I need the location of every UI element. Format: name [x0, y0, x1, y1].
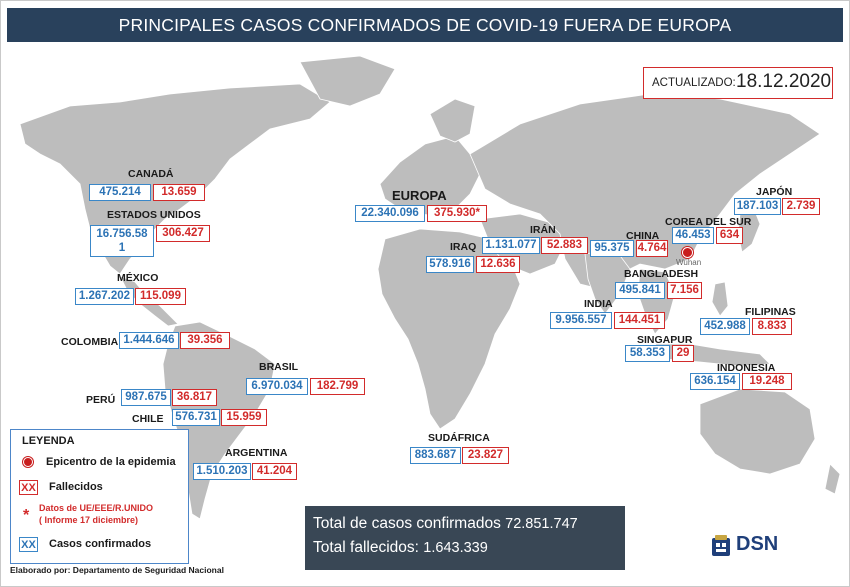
legend-note-line1: Datos de UE/EEE/R.UNIDO — [39, 503, 154, 513]
country-name-singapur: SINGAPUR — [637, 334, 693, 346]
deaths-japon: 2.739 — [782, 198, 820, 215]
legend-note-line2: ( Informe 17 diciembre) — [39, 515, 139, 525]
cases-canada: 475.214 — [89, 184, 151, 201]
page-title: PRINCIPALES CASOS CONFIRMADOS DE COVID-1… — [7, 8, 843, 42]
country-name-iraq: IRAQ — [450, 241, 477, 253]
europe-landmass — [379, 135, 481, 217]
cases-china: 95.375 — [590, 240, 634, 257]
cases-filipinas: 452.988 — [700, 318, 750, 335]
cases-corea: 46.453 — [672, 227, 714, 244]
deaths-filipinas: 8.833 — [752, 318, 792, 335]
deaths-iraq: 12.636 — [476, 256, 520, 273]
cases-peru: 987.675 — [121, 389, 171, 406]
legend-cases-swatch: XX — [19, 537, 38, 552]
deaths-bangladesh: 7.156 — [667, 282, 702, 299]
philippines-landmass — [711, 281, 729, 317]
cases-brasil: 6.970.034 — [246, 378, 308, 395]
region-name-europa: EUROPA — [392, 188, 447, 203]
totals-deaths-label: Total fallecidos: — [313, 539, 419, 556]
country-name-brasil: BRASIL — [259, 361, 299, 373]
country-name-chile: CHILE — [132, 413, 164, 425]
country-name-indonesia: INDONESIA — [717, 362, 776, 374]
totals-box: Total de casos confirmados 72.851.747 To… — [305, 506, 625, 570]
epicenter-marker — [682, 247, 693, 258]
dsn-logo-text: DSN — [736, 533, 779, 555]
cases-bangladesh: 495.841 — [615, 282, 665, 299]
deaths-china: 4.764 — [636, 240, 668, 257]
epicenter-label: Wuhan — [676, 258, 702, 267]
totals-deaths-row: Total fallecidos: 1.643.339 — [313, 539, 488, 557]
country-name-filipinas: FILIPINAS — [745, 306, 796, 318]
totals-cases-row: Total de casos confirmados 72.851.747 — [313, 515, 578, 533]
cases-indonesia: 636.154 — [690, 373, 740, 390]
cases-iran: 1.131.077 — [482, 237, 540, 254]
deaths-mexico: 115.099 — [135, 288, 186, 305]
country-name-bangladesh: BANGLADESH — [624, 268, 699, 280]
cases-argentina: 1.510.203 — [193, 463, 251, 480]
country-name-india: INDIA — [584, 298, 613, 310]
legend-epicenter-label: Epicentro de la epidemia — [46, 456, 176, 468]
north-america-landmass — [19, 83, 331, 275]
totals-cases-label: Total de casos confirmados — [313, 515, 501, 532]
legend-deaths-swatch: XX — [19, 480, 38, 495]
country-name-argentina: ARGENTINA — [225, 447, 288, 459]
deaths-peru: 36.817 — [172, 389, 217, 406]
cases-india: 9.956.557 — [550, 312, 612, 329]
country-name-canada: CANADÁ — [128, 168, 174, 180]
cases-usa-line2: 1 — [118, 242, 126, 254]
cases-usa-line1: 16.756.58 — [96, 228, 148, 240]
legend-title: LEYENDA — [22, 435, 75, 447]
deaths-argentina: 41.204 — [252, 463, 297, 480]
update-label: ACTUALIZADO: — [652, 77, 736, 89]
cases-mexico: 1.267.202 — [75, 288, 134, 305]
deaths-singapur: 29 — [672, 345, 694, 362]
totals-deaths-value: 1.643.339 — [423, 540, 488, 556]
update-date: 18.12.2020 — [736, 71, 832, 92]
cases-singapur: 58.353 — [625, 345, 670, 362]
legend-epicenter-icon — [23, 457, 33, 467]
legend-note: Datos de UE/EEE/R.UNIDO ( Informe 17 dic… — [39, 502, 189, 526]
deaths-sudafrica: 23.827 — [462, 447, 509, 464]
deaths-chile: 15.959 — [221, 409, 267, 426]
country-name-iran: IRÁN — [530, 224, 556, 236]
legend-cases-label: Casos confirmados — [49, 538, 152, 550]
country-name-corea: COREA DEL SUR — [665, 216, 752, 228]
deaths-usa: 306.427 — [156, 225, 210, 242]
deaths-colombia: 39.356 — [180, 332, 230, 349]
totals-cases-value: 72.851.747 — [505, 516, 578, 532]
footer-credit: Elaborado por: Departamento de Seguridad… — [10, 565, 224, 575]
deaths-indonesia: 19.248 — [742, 373, 792, 390]
scandinavia — [429, 98, 476, 143]
deaths-canada: 13.659 — [153, 184, 205, 201]
cases-japon: 187.103 — [734, 198, 781, 215]
cases-sudafrica: 883.687 — [410, 447, 461, 464]
cases-iraq: 578.916 — [426, 256, 474, 273]
country-name-usa: ESTADOS UNIDOS — [107, 209, 201, 221]
country-name-mexico: MÉXICO — [117, 272, 159, 284]
deaths-europa: 375.930* — [427, 205, 487, 222]
deaths-brasil: 182.799 — [310, 378, 365, 395]
greenland — [299, 55, 396, 107]
legend-asterisk: * — [23, 507, 30, 524]
cases-europa: 22.340.096 — [355, 205, 425, 222]
legend: LEYENDA Epicentro de la epidemia XX Fall… — [10, 429, 189, 564]
legend-deaths-label: Fallecidos — [49, 481, 103, 493]
dsn-emblem-icon — [712, 535, 730, 556]
update-box: ACTUALIZADO: 18.12.2020 — [643, 67, 833, 99]
country-name-peru: PERÚ — [86, 394, 116, 406]
country-name-china: CHINA — [626, 230, 660, 242]
australia-landmass — [699, 388, 816, 475]
cases-colombia: 1.444.646 — [119, 332, 179, 349]
cases-usa: 16.756.58 1 — [90, 225, 154, 257]
deaths-iran: 52.883 — [541, 237, 588, 254]
deaths-corea: 634 — [716, 227, 743, 244]
country-name-colombia: COLOMBIA — [61, 336, 119, 348]
deaths-india: 144.451 — [614, 312, 665, 329]
country-name-sudafrica: SUDÁFRICA — [428, 432, 490, 444]
cases-chile: 576.731 — [172, 409, 220, 426]
new-zealand — [824, 463, 841, 495]
country-name-japon: JAPÓN — [756, 186, 793, 198]
